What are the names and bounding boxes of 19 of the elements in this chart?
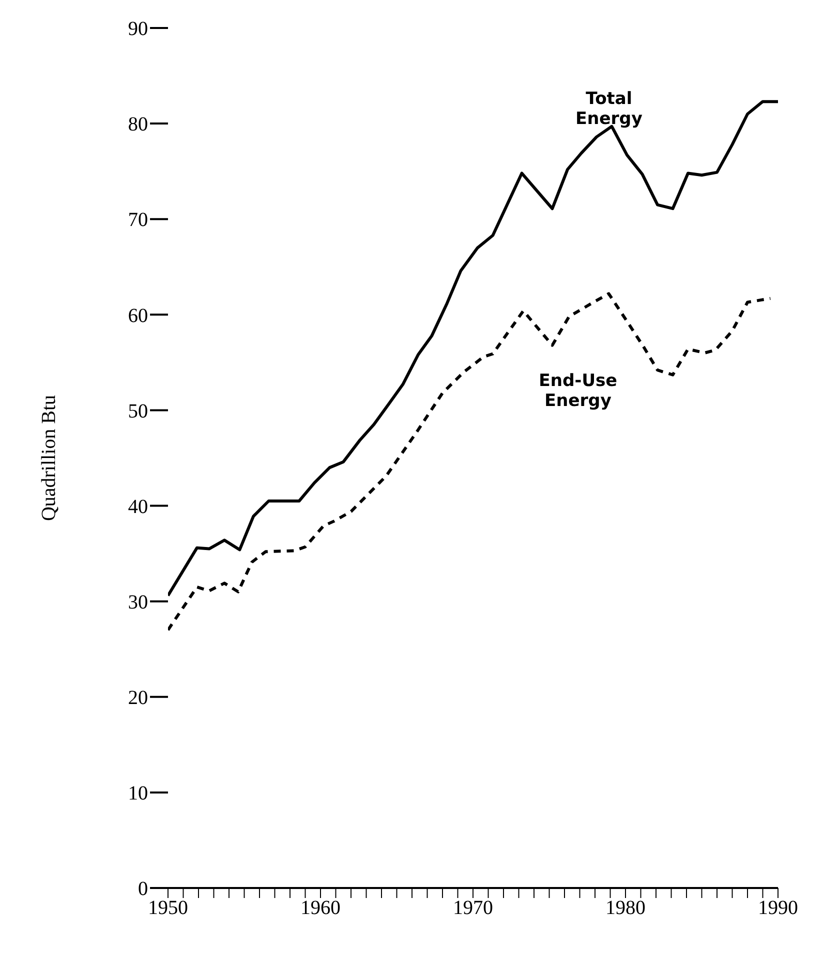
x-tick-label: 1980: [606, 897, 646, 920]
y-axis-title: Quadrillion Btu: [38, 394, 60, 522]
y-tick-label: 40: [128, 496, 148, 518]
x-tick-label: 1950: [148, 897, 188, 920]
y-tick-label: 10: [128, 782, 148, 805]
y-tick-label: 20: [128, 686, 148, 709]
y-tick-label: 90: [128, 18, 148, 40]
y-tick-label: 50: [128, 400, 148, 422]
line-series: [168, 292, 772, 632]
y-tick-label: 30: [128, 591, 148, 614]
x-tick-label: 1970: [453, 897, 493, 920]
x-tick-label: 1990: [758, 897, 798, 920]
series-label: End-Use Energy: [538, 371, 618, 411]
y-tick-label: 60: [128, 304, 148, 327]
y-tick-label: 0: [138, 878, 148, 900]
y-tick-label: 70: [128, 209, 148, 232]
y-tick-label: 80: [128, 114, 148, 136]
series-label: Total Energy: [574, 89, 644, 129]
x-tick-label: 1960: [300, 897, 340, 920]
